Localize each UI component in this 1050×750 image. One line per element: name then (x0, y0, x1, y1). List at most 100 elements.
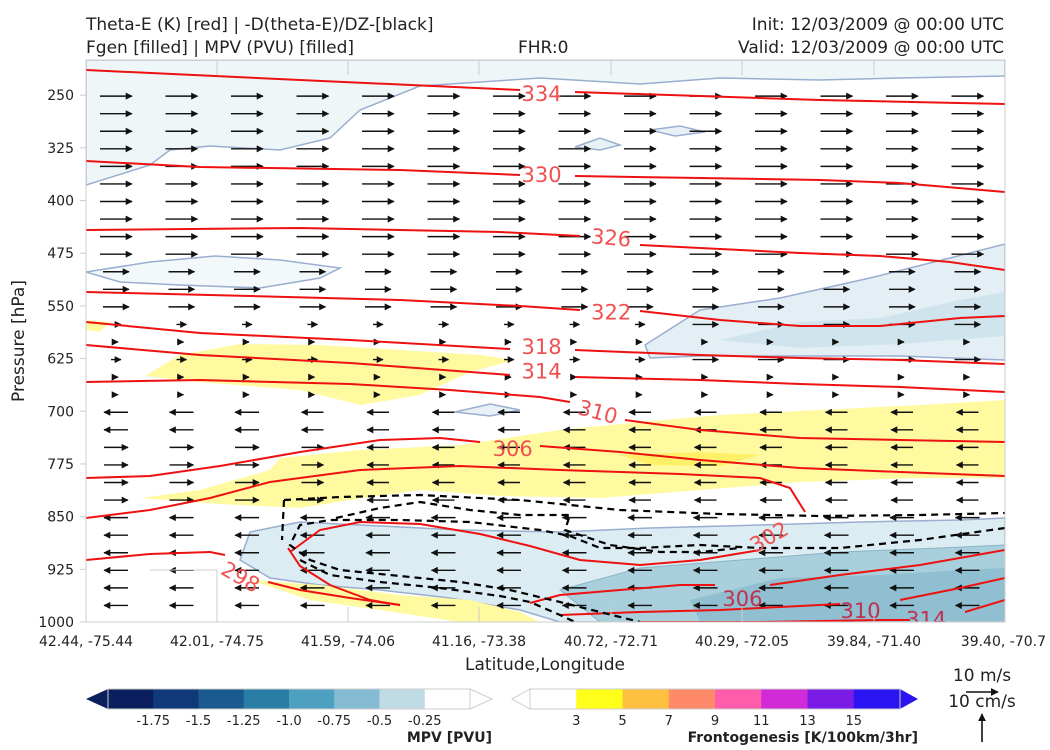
theta-e-contour-label: 326 (590, 224, 632, 251)
mpv-colorbar-bin (289, 689, 335, 709)
mpv-colorbar-left-tip (86, 689, 108, 709)
dthetae-dz-outer (283, 493, 1005, 622)
theta-e-298-line (86, 550, 226, 561)
mpv-colorbar-bin (424, 689, 471, 709)
fgen-colorbar-bin (715, 689, 762, 709)
y-axis-ticks: 250 325 400 475 550 625 700 775 850 925 1000 (38, 88, 86, 631)
theta-e-contour-label: 310 (575, 395, 620, 429)
fgen-colorbar: 3 5 7 9 11 13 15 Frontogenesis [K/100km/3hr] (510, 688, 918, 746)
x-tick-label: 40.72, -72.71 (564, 634, 658, 650)
mpv-colorbar-tick: -1.0 (276, 714, 301, 729)
mpv-colorbar-label: MPV [PVU] (407, 730, 492, 746)
theta-e-310b-line (559, 577, 1005, 616)
theta-e-310-line (86, 378, 1005, 443)
theta-e-334-line (86, 69, 1005, 105)
theta-e-322-line (86, 291, 1005, 327)
fgen-colorbar-outline (529, 688, 901, 710)
theta-e-contour-label: 334 (522, 82, 562, 106)
theta-e-306b-line (529, 549, 1005, 604)
y-tick-label: 250 (47, 88, 74, 104)
theta-e-330-line (86, 160, 1005, 193)
y-axis-label: Pressure [hPa] (9, 280, 29, 402)
mpv-colorbar-outline (107, 688, 471, 710)
fgen-colorbar-right-tip (900, 689, 918, 709)
mpv-colorbar-tick: -1.75 (136, 714, 170, 729)
dthetae-dz-bottom (299, 559, 576, 622)
mpv-colorbar-bin (108, 689, 154, 709)
mpv-colorbar-bin (198, 689, 245, 709)
theta-e-contour-label: 310 (841, 599, 881, 623)
theta-e-314-line (86, 344, 1005, 393)
x-axis-label: Latitude,Longitude (465, 655, 625, 675)
wind-scale-vertical-label: 10 cm/s (948, 692, 1016, 712)
y-tick-label: 700 (47, 404, 74, 420)
mpv-colorbar-bin (153, 689, 199, 709)
mpv-colorbar: -1.75 -1.5 -1.25 -1.0 -0.75 -0.5 -0.25 MPV [PV… (86, 688, 494, 746)
x-tick-label: 42.44, -75.44 (39, 634, 133, 650)
theta-e-314b-line (640, 599, 1005, 622)
theta-e-contour-label: 314 (522, 360, 562, 384)
y-tick-label: 850 (47, 510, 74, 526)
dthetae-dz-inner (280, 499, 286, 541)
y-tick-label: 400 (47, 194, 74, 210)
mpv-small-3 (649, 125, 706, 137)
title-left-line2: Fgen [filled] | MPV (PVU) [filled] (86, 38, 355, 58)
y-tick-label: 475 (47, 246, 74, 262)
bottom-tick-marks (150, 569, 875, 622)
fgen-colorbar-bin (530, 689, 577, 709)
title-left-line1: Theta-E (K) [red] | -D(theta-E)/DZ-[blac… (86, 15, 434, 35)
x-tick-label: 40.29, -72.05 (695, 634, 789, 650)
mpv-colorbar-bin (334, 689, 380, 709)
theta-e-302b-line (289, 520, 761, 567)
fgen-colorbar-bin (807, 689, 855, 709)
theta-e-contour-label: 314 (906, 607, 946, 631)
valid-time: Valid: 12/03/2009 @ 00:00 UTC (738, 38, 1004, 58)
fgen-colorbar-tick: 5 (618, 714, 626, 729)
x-tick-label: 41.16, -73.38 (432, 634, 526, 650)
fgen-colorbar-left-tip (510, 688, 531, 710)
fgen-colorbar-bin (668, 689, 716, 709)
x-tick-label: 41.59, -74.06 (301, 634, 395, 650)
y-tick-label: 625 (47, 352, 74, 368)
x-axis-ticks: 42.44, -75.44 42.01, -74.75 41.59, -74.06 4… (39, 634, 1046, 650)
init-time: Init: 12/03/2009 @ 00:00 UTC (751, 15, 1004, 35)
fgen-colorbar-label: Frontogenesis [K/100km/3hr] (688, 730, 918, 746)
theta-e-326-line (86, 226, 1005, 271)
theta-e-306-line (86, 436, 1005, 479)
mpv-colorbar-tick: -0.25 (408, 714, 442, 729)
y-tick-label: 1000 (38, 615, 74, 631)
fgen-colorbar-bin (853, 689, 901, 709)
wind-scale-horizontal-label: 10 m/s (953, 666, 1011, 686)
mpv-colorbar-bin (379, 689, 426, 709)
theta-e-318-line (86, 321, 1005, 365)
mpv-colorbar-tick: -0.75 (317, 714, 351, 729)
fgen-colorbar-tick: 7 (665, 714, 673, 729)
theta-e-contour-label: 322 (591, 300, 631, 324)
fgen-colorbar-bin (761, 689, 808, 709)
mpv-region-right-inner (720, 292, 1005, 348)
theta-e-contour-label: 330 (522, 163, 562, 187)
x-tick-label: 39.40, -70.7 (961, 634, 1046, 650)
fgen-colorbar-tick: 11 (753, 714, 770, 729)
x-tick-label: 42.01, -74.75 (170, 634, 264, 650)
fgen-region-mid (145, 344, 515, 405)
fgen-region-low (140, 400, 1005, 508)
fgen-colorbar-tick: 15 (845, 714, 862, 729)
theta-e-contour-label: 306 (493, 437, 533, 461)
x-tick-label: 39.84, -71.40 (827, 634, 921, 650)
fgen-colorbar-tick: 13 (799, 714, 816, 729)
theta-e-contour-label: 318 (522, 335, 562, 359)
theta-e-298c-line (287, 547, 401, 606)
y-tick-label: 550 (47, 299, 74, 315)
fgen-colorbar-bin (622, 689, 670, 709)
fgen-colorbar-bin (576, 689, 623, 709)
theta-e-contours (86, 69, 1005, 622)
y-tick-label: 925 (47, 562, 74, 578)
y-tick-label: 775 (47, 457, 74, 473)
fgen-colorbar-tick: 9 (711, 714, 719, 729)
mpv-colorbar-tick: -1.5 (186, 714, 211, 729)
top-tick-marks (216, 60, 875, 75)
mpv-colorbar-bin (243, 689, 290, 709)
